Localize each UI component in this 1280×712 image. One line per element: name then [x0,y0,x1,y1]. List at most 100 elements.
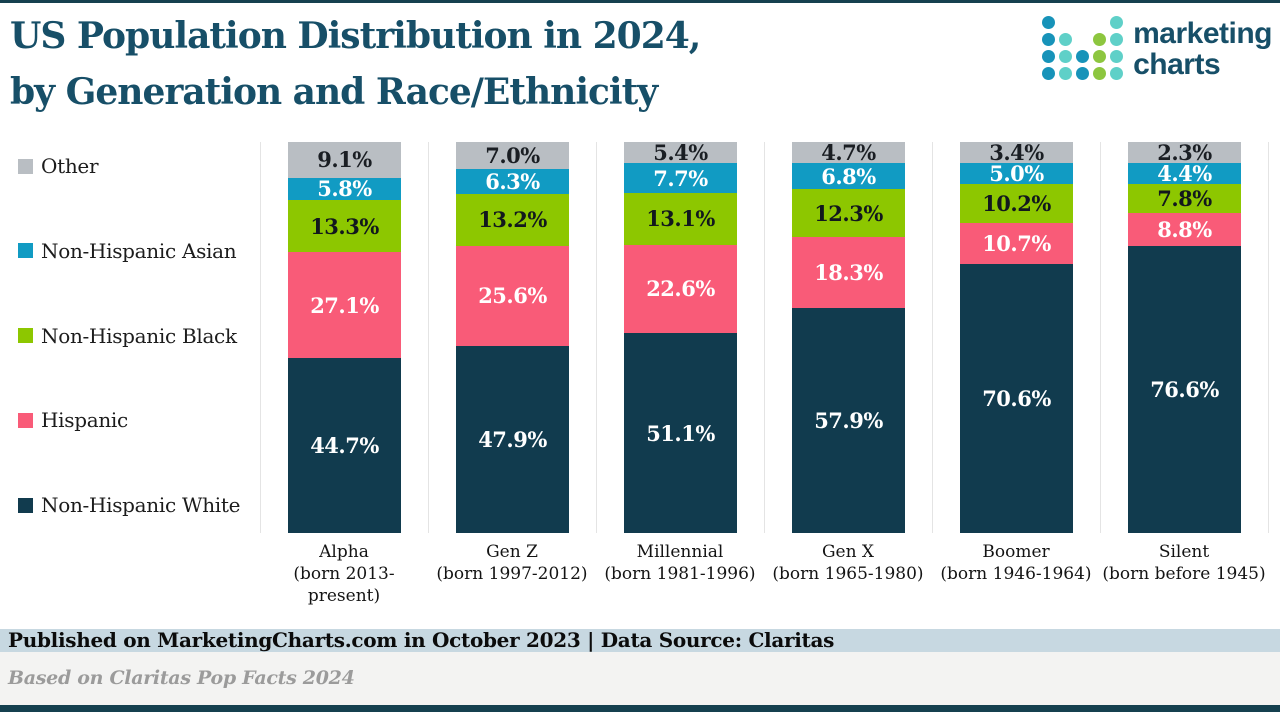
segment-value-label: 51.1% [646,420,715,446]
bar-column-gen-x: 4.7% 6.8% 12.3% 18.3% 57.9% [764,142,932,533]
logo-dot-icon [1059,50,1073,63]
segment-value-label: 7.0% [485,143,540,169]
segment-value-label: 3.4% [989,140,1044,165]
segment-non-hispanic-white: 70.6% [960,263,1073,533]
stacked-bar-gen-x: 4.7% 6.8% 12.3% 18.3% 57.9% [792,142,905,533]
segment-value-label: 2.3% [1157,140,1212,165]
segment-value-label: 5.8% [317,176,372,202]
bar-column-alpha: 9.1% 5.8% 13.3% 27.1% 44.7% [260,142,428,533]
segment-value-label: 12.3% [814,200,883,226]
legend-label: Other [41,154,99,178]
logo-dot-icon [1110,16,1124,29]
legend-item-non-hispanic-asian: Non-Hispanic Asian [18,239,260,263]
legend-label: Non-Hispanic Black [41,323,237,348]
logo-dot-empty [1093,16,1106,29]
segment-non-hispanic-asian: 4.4% [1128,163,1241,184]
segment-value-label: 7.7% [653,165,708,191]
segment-non-hispanic-black: 13.2% [456,194,569,246]
generation-name: Boomer [982,542,1050,562]
segment-value-label: 10.2% [982,190,1051,216]
stacked-bar-silent: 2.3% 4.4% 7.8% 8.8% 76.6% [1128,142,1241,533]
generation-birth-range: (born before 1945) [1102,564,1266,584]
segment-value-label: 44.7% [310,433,379,459]
logo-dot-empty [1076,16,1089,29]
segment-other: 7.0% [456,142,569,170]
logo-dot-icon [1059,33,1073,46]
segment-value-label: 7.8% [1157,186,1212,212]
logo-dot-icon [1110,50,1124,63]
top-border-rule [0,0,1280,3]
bar-column-millennial: 5.4% 7.7% 13.1% 22.6% 51.1% [596,142,764,533]
segment-value-label: 70.6% [982,385,1051,411]
legend-item-hispanic: Hispanic [18,408,260,432]
segment-non-hispanic-black: 13.3% [288,200,401,253]
bar-column-silent: 2.3% 4.4% 7.8% 8.8% 76.6% [1100,142,1268,533]
generation-birth-range: (born 1997-2012) [436,564,588,584]
legend-item-non-hispanic-black: Non-Hispanic Black [18,324,260,348]
logo-dots-icon [1042,16,1124,80]
stacked-bar-plot: 9.1% 5.8% 13.3% 27.1% 44.7% 7.0% 6.3% 13.2% 25.6… [260,142,1269,533]
stacked-bar-alpha: 9.1% 5.8% 13.3% 27.1% 44.7% [288,142,401,533]
stacked-bar-gen-z: 7.0% 6.3% 13.2% 25.6% 47.9% [456,142,569,533]
logo-dot-icon [1059,67,1073,80]
generation-name: Silent [1158,542,1210,562]
legend-item-non-hispanic-white: Non-Hispanic White [18,493,260,517]
bottom-border-rule [0,705,1280,712]
legend-swatch-icon [18,328,33,343]
x-axis-label-gen-x: Gen X (born 1965-1980) [764,541,932,607]
generation-name: Millennial [636,542,724,562]
logo-dot-icon [1042,16,1056,29]
segment-value-label: 47.9% [478,426,547,452]
based-on-text: Based on Claritas Pop Facts 2024 [8,667,355,689]
segment-hispanic: 25.6% [456,245,569,346]
stacked-bar-boomer: 3.4% 5.0% 10.2% 10.7% 70.6% [960,142,1073,533]
segment-hispanic: 10.7% [960,222,1073,264]
generation-name: Gen Z [486,542,538,562]
segment-non-hispanic-black: 7.8% [1128,184,1241,214]
legend-item-other: Other [18,154,260,178]
segment-non-hispanic-white: 76.6% [1128,246,1241,533]
segment-non-hispanic-white: 51.1% [624,333,737,533]
page-title-line1: US Population Distribution in 2024, [10,15,701,57]
bar-column-boomer: 3.4% 5.0% 10.2% 10.7% 70.6% [932,142,1100,533]
segment-non-hispanic-black: 10.2% [960,184,1073,223]
legend-swatch-icon [18,158,33,174]
logo-dot-icon [1042,67,1056,80]
legend-label: Non-Hispanic White [41,493,241,517]
segment-other: 5.4% [624,142,737,164]
segment-other: 4.7% [792,142,905,163]
generation-birth-range: (born 1965-1980) [772,564,924,584]
x-axis-label-silent: Silent (born before 1945) [1100,541,1268,607]
segment-hispanic: 27.1% [288,252,401,359]
segment-hispanic: 8.8% [1128,213,1241,247]
generation-name: Gen X [821,542,875,562]
chart-legend: Other Non-Hispanic Asian Non-Hispanic Blac… [0,142,260,533]
legend-swatch-icon [18,412,33,428]
logo-dot-icon [1076,50,1090,63]
logo-word-line2: charts [1133,48,1221,81]
segment-value-label: 4.7% [821,140,876,165]
segment-value-label: 76.6% [1150,377,1219,403]
segment-other: 2.3% [1128,142,1241,163]
segment-value-label: 6.8% [821,163,876,189]
segment-value-label: 13.1% [646,206,715,232]
segment-value-label: 13.2% [478,207,547,233]
segment-value-label: 27.1% [310,292,379,318]
segment-other: 3.4% [960,142,1073,163]
segment-non-hispanic-asian: 6.8% [792,163,905,190]
segment-hispanic: 18.3% [792,237,905,309]
x-axis-labels: Alpha (born 2013-present) Gen Z (born 1997-… [260,541,1268,607]
segment-value-label: 25.6% [478,283,547,309]
segment-value-label: 8.8% [1157,217,1212,243]
segment-value-label: 5.0% [989,161,1044,186]
segment-non-hispanic-asian: 6.3% [456,169,569,195]
logo-dot-icon [1076,67,1090,80]
bar-column-gen-z: 7.0% 6.3% 13.2% 25.6% 47.9% [428,142,596,533]
segment-value-label: 57.9% [814,408,883,434]
segment-value-label: 6.3% [485,169,540,195]
logo-dot-icon [1042,33,1056,46]
marketingcharts-logo: marketing charts [1042,14,1272,80]
published-band: Published on MarketingCharts.com in Octo… [0,629,1280,652]
x-axis-label-alpha: Alpha (born 2013-present) [260,541,428,607]
